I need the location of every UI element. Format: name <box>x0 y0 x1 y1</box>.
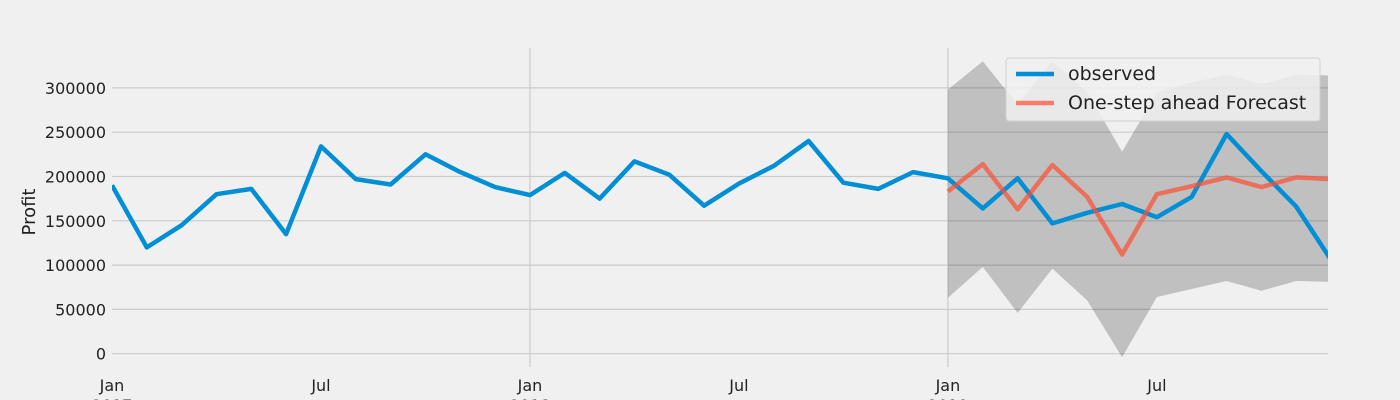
legend-box <box>1005 57 1321 122</box>
x-tick-label: Jan <box>517 376 543 395</box>
y-tick-label: 150000 <box>45 212 106 231</box>
x-tick-label: Jan <box>99 376 125 395</box>
x-tick-label: Jan <box>935 376 961 395</box>
y-tick-label: 300000 <box>45 79 106 98</box>
y-axis-label: Profit <box>19 189 40 236</box>
x-tick-label: Jul <box>728 376 748 395</box>
x-tick-label: Jul <box>1146 376 1166 395</box>
legend: observed One-step ahead Forecast <box>1005 57 1321 122</box>
x-tick-year-label: 2017 <box>92 396 133 400</box>
x-tick-label: Jul <box>310 376 330 395</box>
y-tick-label: 100000 <box>45 256 106 275</box>
series-line-0 <box>112 131 1328 260</box>
legend-label: One-step ahead Forecast <box>1068 92 1306 114</box>
y-tick-label: 200000 <box>45 167 106 186</box>
grid <box>112 48 1328 367</box>
x-tick-year-label: 2019 <box>928 396 969 400</box>
series-line-1 <box>946 161 1328 257</box>
axes: Profit 0 50000 100000 150000 200000 250000 300… <box>19 79 1167 400</box>
x-tick-year-label: 2018 <box>510 396 551 400</box>
legend-label: observed <box>1068 63 1156 85</box>
y-tick-label: 0 <box>96 345 106 364</box>
series-lines <box>112 131 1328 260</box>
y-tick-label: 50000 <box>55 300 106 319</box>
y-tick-label: 250000 <box>45 123 106 142</box>
